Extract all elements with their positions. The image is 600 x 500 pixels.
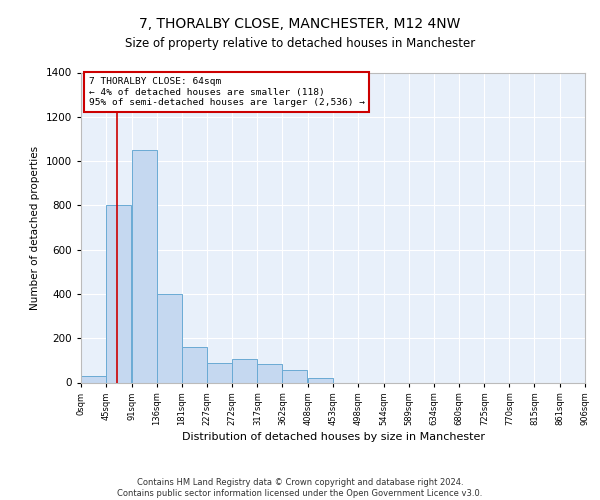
- Bar: [182, 347, 207, 382]
- Text: Contains HM Land Registry data © Crown copyright and database right 2024.
Contai: Contains HM Land Registry data © Crown c…: [118, 478, 482, 498]
- Bar: [257, 364, 283, 382]
- X-axis label: Distribution of detached houses by size in Manchester: Distribution of detached houses by size …: [182, 432, 485, 442]
- Bar: [157, 294, 182, 382]
- Bar: [106, 206, 131, 382]
- Bar: [131, 150, 157, 382]
- Text: 7 THORALBY CLOSE: 64sqm
← 4% of detached houses are smaller (118)
95% of semi-de: 7 THORALBY CLOSE: 64sqm ← 4% of detached…: [89, 77, 365, 107]
- Text: Size of property relative to detached houses in Manchester: Size of property relative to detached ho…: [125, 38, 475, 51]
- Bar: [232, 359, 257, 382]
- Bar: [308, 378, 333, 382]
- Text: 7, THORALBY CLOSE, MANCHESTER, M12 4NW: 7, THORALBY CLOSE, MANCHESTER, M12 4NW: [139, 18, 461, 32]
- Bar: [207, 362, 232, 382]
- Y-axis label: Number of detached properties: Number of detached properties: [30, 146, 40, 310]
- Bar: [283, 370, 307, 382]
- Bar: [81, 376, 106, 382]
